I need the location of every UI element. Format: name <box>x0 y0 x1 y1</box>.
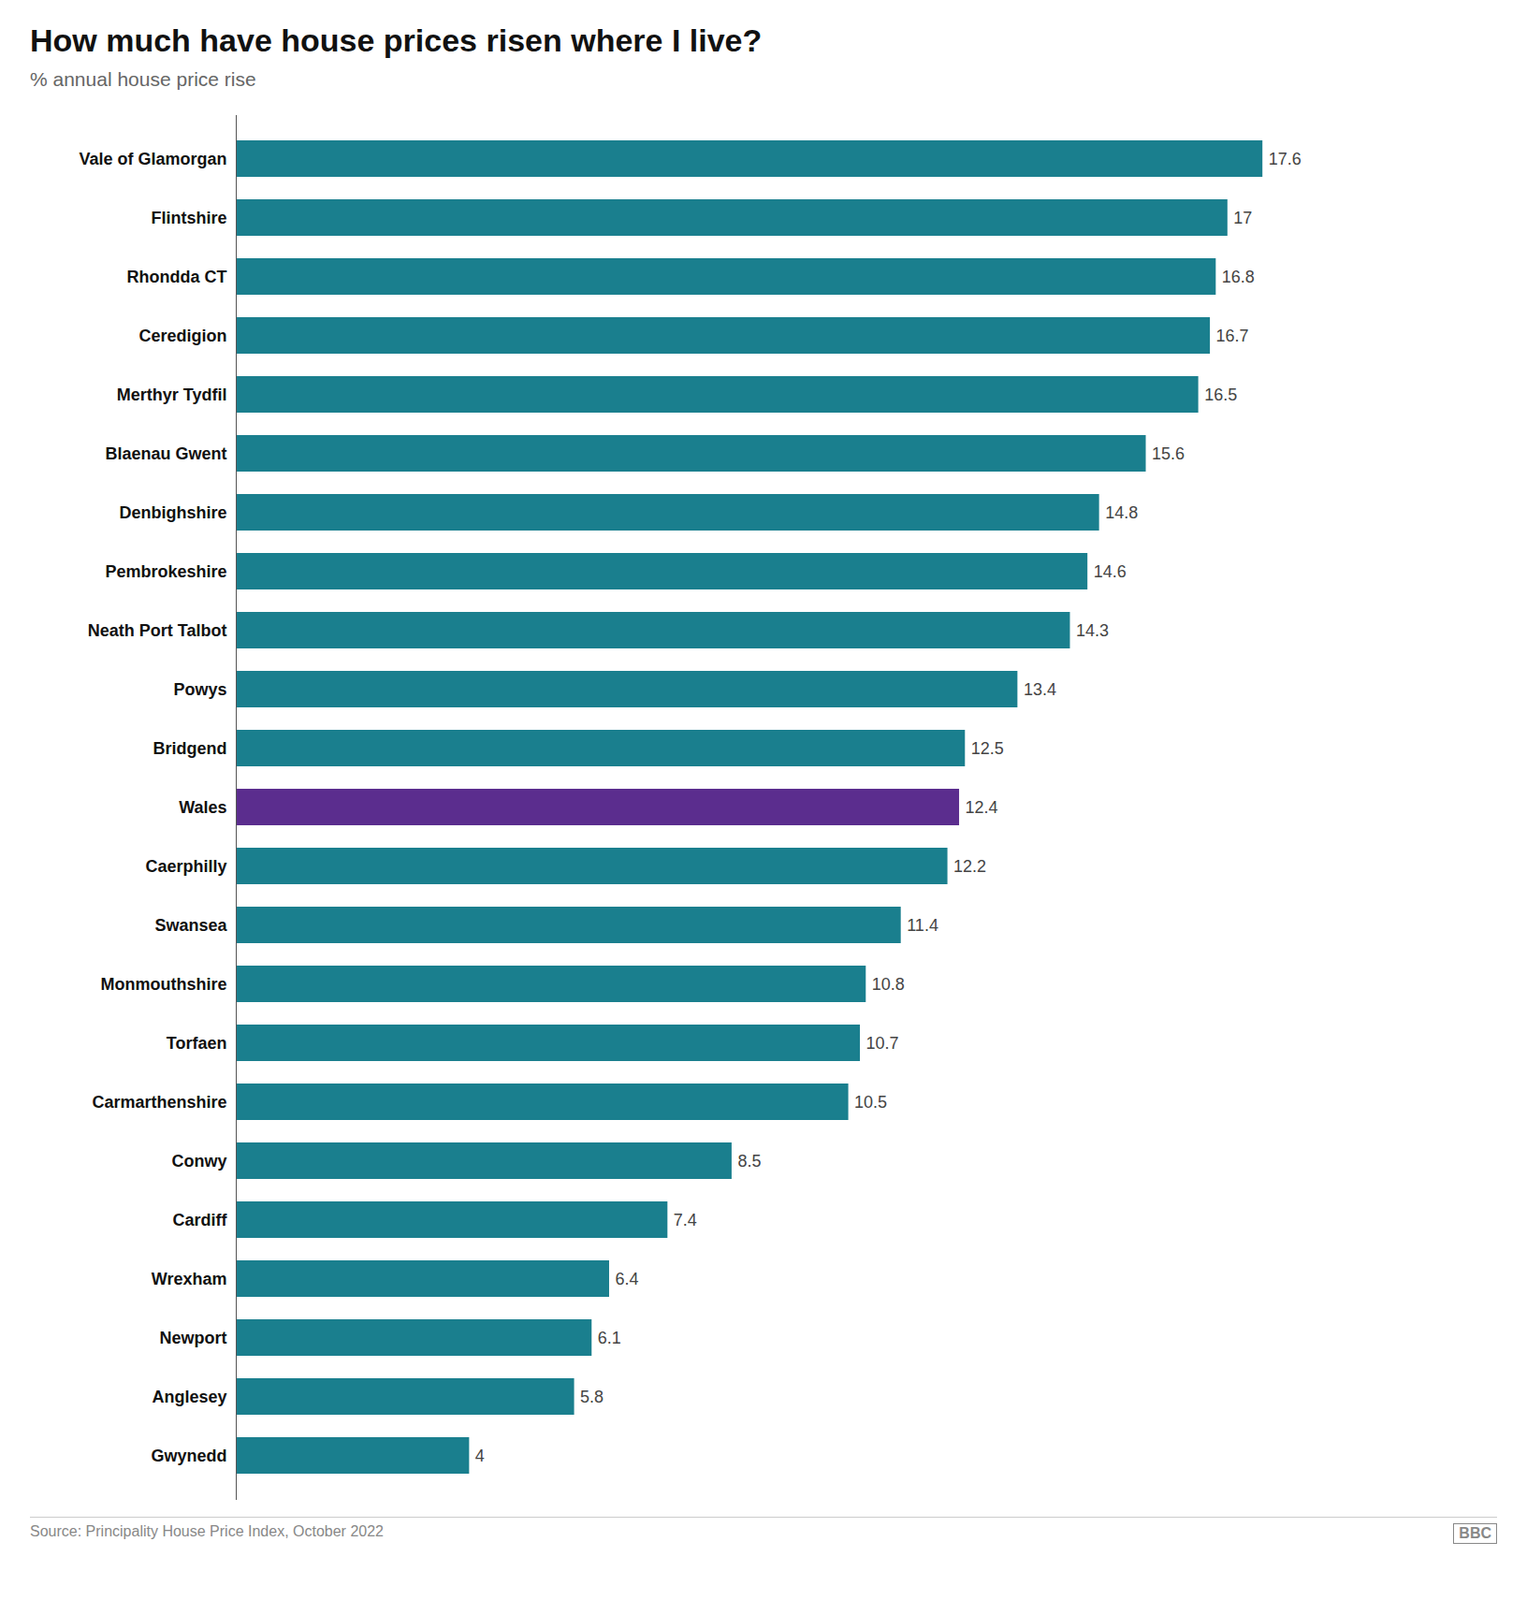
svg-text:6.4: 6.4 <box>614 1269 639 1289</box>
svg-text:8.5: 8.5 <box>737 1151 761 1171</box>
svg-text:Swansea: Swansea <box>154 916 228 935</box>
svg-text:14.8: 14.8 <box>1105 503 1138 523</box>
svg-text:4: 4 <box>475 1446 485 1466</box>
svg-text:11.4: 11.4 <box>906 916 939 935</box>
html-text:Source: Principality House Pri: Source: Principality House Price Index, … <box>29 1523 384 1540</box>
svg-text:16.5: 16.5 <box>1204 385 1237 405</box>
svg-text:Merthyr Tydfil: Merthyr Tydfil <box>116 385 228 405</box>
svg-text:Cardiff: Cardiff <box>173 1210 229 1230</box>
svg-text:16.7: 16.7 <box>1216 326 1250 346</box>
html-text:BBC: BBC <box>1458 1525 1492 1542</box>
svg-text:Ceredigion: Ceredigion <box>138 326 227 346</box>
svg-text:Monmouthshire: Monmouthshire <box>101 974 228 994</box>
svg-text:Gwynedd: Gwynedd <box>150 1446 227 1466</box>
svg-text:15.6: 15.6 <box>1151 444 1185 464</box>
svg-text:10.7: 10.7 <box>866 1033 900 1053</box>
svg-text:12.4: 12.4 <box>965 798 999 817</box>
svg-text:7.4: 7.4 <box>673 1210 698 1230</box>
svg-text:14.6: 14.6 <box>1093 562 1127 582</box>
svg-text:Caerphilly: Caerphilly <box>145 857 227 876</box>
svg-text:17: 17 <box>1233 208 1252 228</box>
svg-text:Anglesey: Anglesey <box>151 1387 227 1407</box>
svg-text:Rhondda CT: Rhondda CT <box>127 267 228 287</box>
svg-text:Wales: Wales <box>178 798 227 817</box>
svg-text:Newport: Newport <box>159 1328 228 1348</box>
svg-text:14.3: 14.3 <box>1076 621 1109 640</box>
svg-text:17.6: 17.6 <box>1268 149 1302 169</box>
svg-text:Pembrokeshire: Pembrokeshire <box>104 562 227 582</box>
svg-text:16.8: 16.8 <box>1221 267 1255 287</box>
svg-text:Denbighshire: Denbighshire <box>118 503 227 523</box>
svg-text:Wrexham: Wrexham <box>151 1269 228 1289</box>
svg-text:12.2: 12.2 <box>953 857 987 876</box>
svg-text:Neath Port Talbot: Neath Port Talbot <box>87 621 228 640</box>
html-text:% annual house price rise: % annual house price rise <box>29 68 257 90</box>
svg-text:Vale of Glamorgan: Vale of Glamorgan <box>78 149 227 169</box>
svg-text:Torfaen: Torfaen <box>166 1033 228 1053</box>
svg-text:Blaenau Gwent: Blaenau Gwent <box>104 444 227 464</box>
svg-text:Carmarthenshire: Carmarthenshire <box>91 1092 227 1112</box>
svg-text:10.5: 10.5 <box>854 1092 888 1112</box>
svg-text:13.4: 13.4 <box>1023 680 1057 699</box>
svg-text:Bridgend: Bridgend <box>153 739 228 758</box>
html-text:How much have house prices ris: How much have house prices risen where I… <box>29 22 762 59</box>
svg-text:10.8: 10.8 <box>872 974 905 994</box>
svg-text:5.8: 5.8 <box>580 1387 604 1407</box>
svg-text:6.1: 6.1 <box>597 1328 622 1348</box>
svg-text:12.5: 12.5 <box>971 739 1004 758</box>
svg-text:Conwy: Conwy <box>171 1151 227 1171</box>
svg-text:Flintshire: Flintshire <box>150 208 227 228</box>
svg-text:Powys: Powys <box>173 680 227 699</box>
